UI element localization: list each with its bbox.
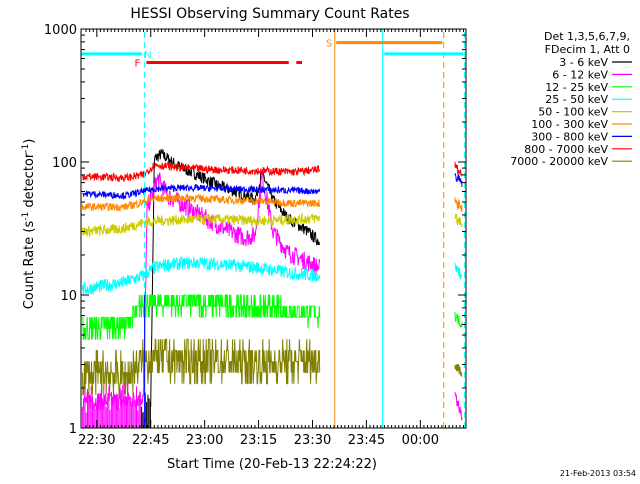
flag-label: N [144,50,151,61]
flag-label: F [135,58,141,69]
legend-entry-label: 50 - 100 keV [538,106,608,119]
legend-header-line: Det 1,3,5,6,7,9, [544,30,630,43]
y-axis-label-end: ) [22,139,37,144]
post-gap-series-line [454,262,463,280]
y-tick-label: 1000 [44,23,77,38]
x-tick-label: 23:30 [294,433,331,448]
series-line [82,294,321,340]
series-line [81,256,321,295]
post-gap-series-line [454,161,463,177]
y-tick-label: 1 [69,422,77,437]
y-axis-label: Count Rate (s-1 detector-1) [21,139,37,310]
y-tick-label: 100 [52,156,77,171]
series-line [82,183,321,201]
x-tick-label: 23:00 [186,433,223,448]
post-gap-series-line [454,173,463,188]
legend-entry-label: 100 - 300 keV [531,118,608,131]
legend-entry-label: 6 - 12 keV [552,68,608,81]
y-axis-label-main: Count Rate (s [22,221,37,310]
post-gap-series-line [454,311,463,328]
x-tick-label: 22:30 [78,433,115,448]
x-tick-label: 23:45 [348,433,385,448]
footer-timestamp: 21-Feb-2013 03:54 [560,469,636,478]
plot-clipped-group [81,29,466,428]
x-tick-label: 22:45 [132,433,169,448]
plot-frame [80,28,467,429]
legend-entry-label: 25 - 50 keV [545,93,608,106]
y-axis-label-sup2: -1 [21,144,31,153]
axes: 22:30 22:45 23:00 23:15 23:30 23:45 00:00 1 10 10… [44,23,467,448]
flag-label: S [326,39,332,50]
series-line [81,211,321,238]
post-gap-series-line [454,197,463,213]
y-axis-label-mid: detector [22,152,37,212]
post-gap-series-line [454,213,463,227]
chart-title: HESSI Observing Summary Count Rates [130,6,409,22]
legend-entry-label: 12 - 25 keV [545,81,608,94]
series-line [81,338,321,396]
plot-content: NF S [81,29,466,428]
legend-entry-label: 7000 - 20000 keV [510,155,608,168]
x-tick-label: 00:00 [402,433,439,448]
y-axis-label-sup1: -1 [21,212,31,221]
post-gap-series-line [454,391,463,421]
x-tick-label: 23:15 [240,433,277,448]
legend-entry-label: 3 - 6 keV [559,56,608,69]
legend-header-line: FDecim 1, Att 0 [545,43,630,56]
post-gap-series-line [454,363,463,377]
x-axis-label: Start Time (20-Feb-13 22:24:22) [167,457,377,472]
series-line [81,161,321,183]
legend-entry-label: 800 - 7000 keV [524,143,608,156]
legend-entry-label: 300 - 800 keV [531,130,608,143]
series-line [82,169,321,411]
series-line [81,192,321,212]
y-tick-label: 10 [60,289,77,304]
legend: Det 1,3,5,6,7,9,FDecim 1, Att 03 - 6 keV… [510,30,632,168]
